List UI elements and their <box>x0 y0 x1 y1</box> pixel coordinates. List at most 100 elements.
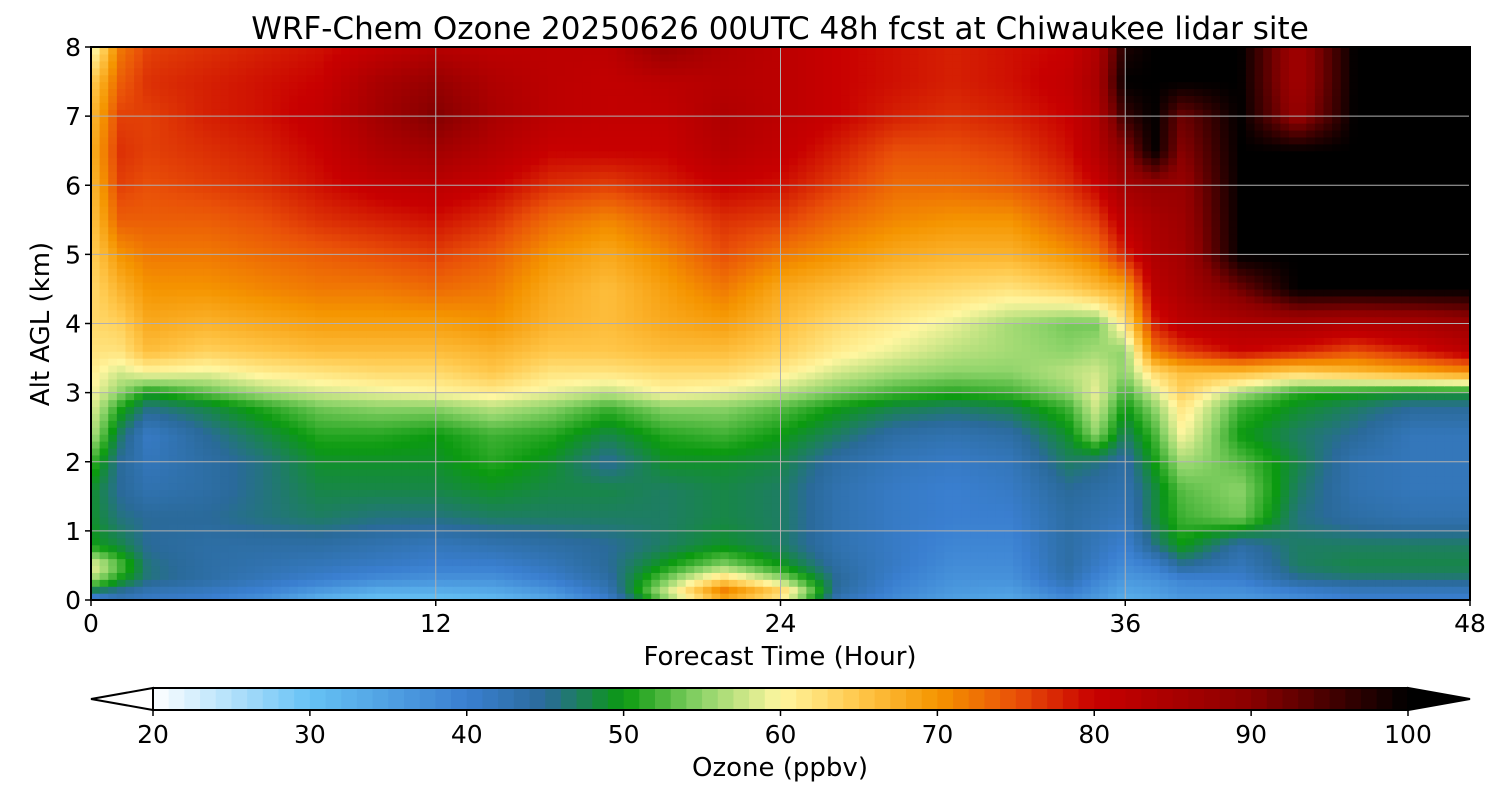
heatmap-cell <box>625 586 635 594</box>
heatmap-cell <box>539 496 549 504</box>
heatmap-cell <box>1108 468 1118 477</box>
heatmap-cell <box>134 385 144 394</box>
heatmap-cell <box>1409 586 1419 594</box>
heatmap-cell <box>211 475 221 484</box>
heatmap-cell <box>720 593 730 600</box>
heatmap-cell <box>470 496 480 504</box>
heatmap-cell <box>340 565 351 573</box>
heatmap-cell <box>754 385 764 394</box>
heatmap-cell <box>521 434 532 442</box>
heatmap-cell <box>806 510 816 518</box>
heatmap-cell <box>1108 496 1118 504</box>
heatmap-cell <box>323 579 333 587</box>
heatmap-cell <box>513 447 523 456</box>
heatmap-cell <box>254 593 264 600</box>
heatmap-cell <box>866 551 876 560</box>
heatmap-cell <box>599 420 609 428</box>
heatmap-cell <box>177 420 187 428</box>
heatmap-cell <box>754 406 764 414</box>
heatmap-cell <box>289 579 299 587</box>
heatmap-cell <box>849 420 859 428</box>
heatmap-cell <box>909 482 919 490</box>
heatmap-cell <box>246 475 256 484</box>
heatmap-cell <box>616 517 626 525</box>
heatmap-cell <box>780 530 790 539</box>
heatmap-cell <box>1245 503 1256 511</box>
heatmap-cell <box>763 496 773 504</box>
heatmap-cell <box>418 489 428 497</box>
heatmap-cell <box>340 441 351 449</box>
heatmap-cell <box>1151 482 1161 490</box>
heatmap-cell <box>565 461 575 470</box>
heatmap-cell <box>1142 579 1152 587</box>
heatmap-cell <box>771 447 782 456</box>
heatmap-cell <box>1349 593 1359 600</box>
heatmap-cell <box>530 434 540 442</box>
heatmap-cell <box>1021 510 1032 518</box>
heatmap-cell <box>1013 510 1023 518</box>
heatmap-cell <box>504 572 514 580</box>
heatmap-cell <box>1366 399 1376 408</box>
heatmap-cell <box>1064 496 1075 504</box>
heatmap-cell <box>1099 399 1109 408</box>
heatmap-cell <box>987 537 997 546</box>
heatmap-cell <box>737 544 747 553</box>
heatmap-cell <box>849 468 859 477</box>
heatmap-cell <box>91 537 101 546</box>
heatmap-cell <box>823 530 833 539</box>
heatmap-cell <box>151 510 161 518</box>
heatmap-cell <box>1185 482 1195 490</box>
heatmap-cell <box>151 530 161 539</box>
heatmap-cell <box>1056 441 1066 449</box>
heatmap-cell <box>211 447 221 456</box>
heatmap-cell <box>927 413 937 421</box>
heatmap-cell <box>720 558 730 567</box>
heatmap-cell <box>1289 392 1299 401</box>
heatmap-cell <box>840 586 851 594</box>
heatmap-cell <box>547 413 558 421</box>
heatmap-cell <box>1151 385 1161 394</box>
heatmap-cell <box>203 537 213 546</box>
heatmap-cell <box>452 530 463 539</box>
heatmap-cell <box>1030 537 1040 546</box>
heatmap-cell <box>271 551 282 560</box>
heatmap-cell <box>99 482 109 490</box>
heatmap-cell <box>616 434 626 442</box>
heatmap-cell <box>134 399 144 408</box>
heatmap-cell <box>978 385 988 394</box>
heatmap-cell <box>134 572 144 580</box>
heatmap-cell <box>1332 503 1342 511</box>
heatmap-cell <box>513 427 523 435</box>
heatmap-cell <box>633 544 644 553</box>
heatmap-cell <box>582 420 592 428</box>
heatmap-cell <box>1245 447 1256 456</box>
heatmap-cell <box>702 420 713 428</box>
heatmap-cell <box>375 517 385 525</box>
heatmap-cell <box>987 385 997 394</box>
heatmap-cell <box>228 413 239 421</box>
heatmap-cell <box>91 544 101 553</box>
heatmap-cell <box>685 510 695 518</box>
heatmap-cell <box>1392 496 1402 504</box>
heatmap-cell <box>978 586 988 594</box>
heatmap-cell <box>668 475 678 484</box>
heatmap-cell <box>556 537 566 546</box>
heatmap-cell <box>1254 392 1264 401</box>
heatmap-cell <box>203 378 213 387</box>
heatmap-cell <box>840 523 851 532</box>
heatmap-cell <box>504 413 514 421</box>
heatmap-cell <box>728 475 739 484</box>
heatmap-cell <box>866 586 876 594</box>
heatmap-cell <box>392 579 402 587</box>
heatmap-cell <box>1073 475 1083 484</box>
heatmap-cell <box>952 496 963 504</box>
heatmap-cell <box>599 523 609 532</box>
heatmap-cell <box>1263 523 1273 532</box>
heatmap-cell <box>289 475 299 484</box>
heatmap-cell <box>746 537 756 546</box>
heatmap-cell <box>384 572 394 580</box>
heatmap-cell <box>1082 406 1092 414</box>
heatmap-cell <box>556 530 566 539</box>
heatmap-cell <box>1435 420 1445 428</box>
heatmap-cell <box>1194 461 1204 470</box>
